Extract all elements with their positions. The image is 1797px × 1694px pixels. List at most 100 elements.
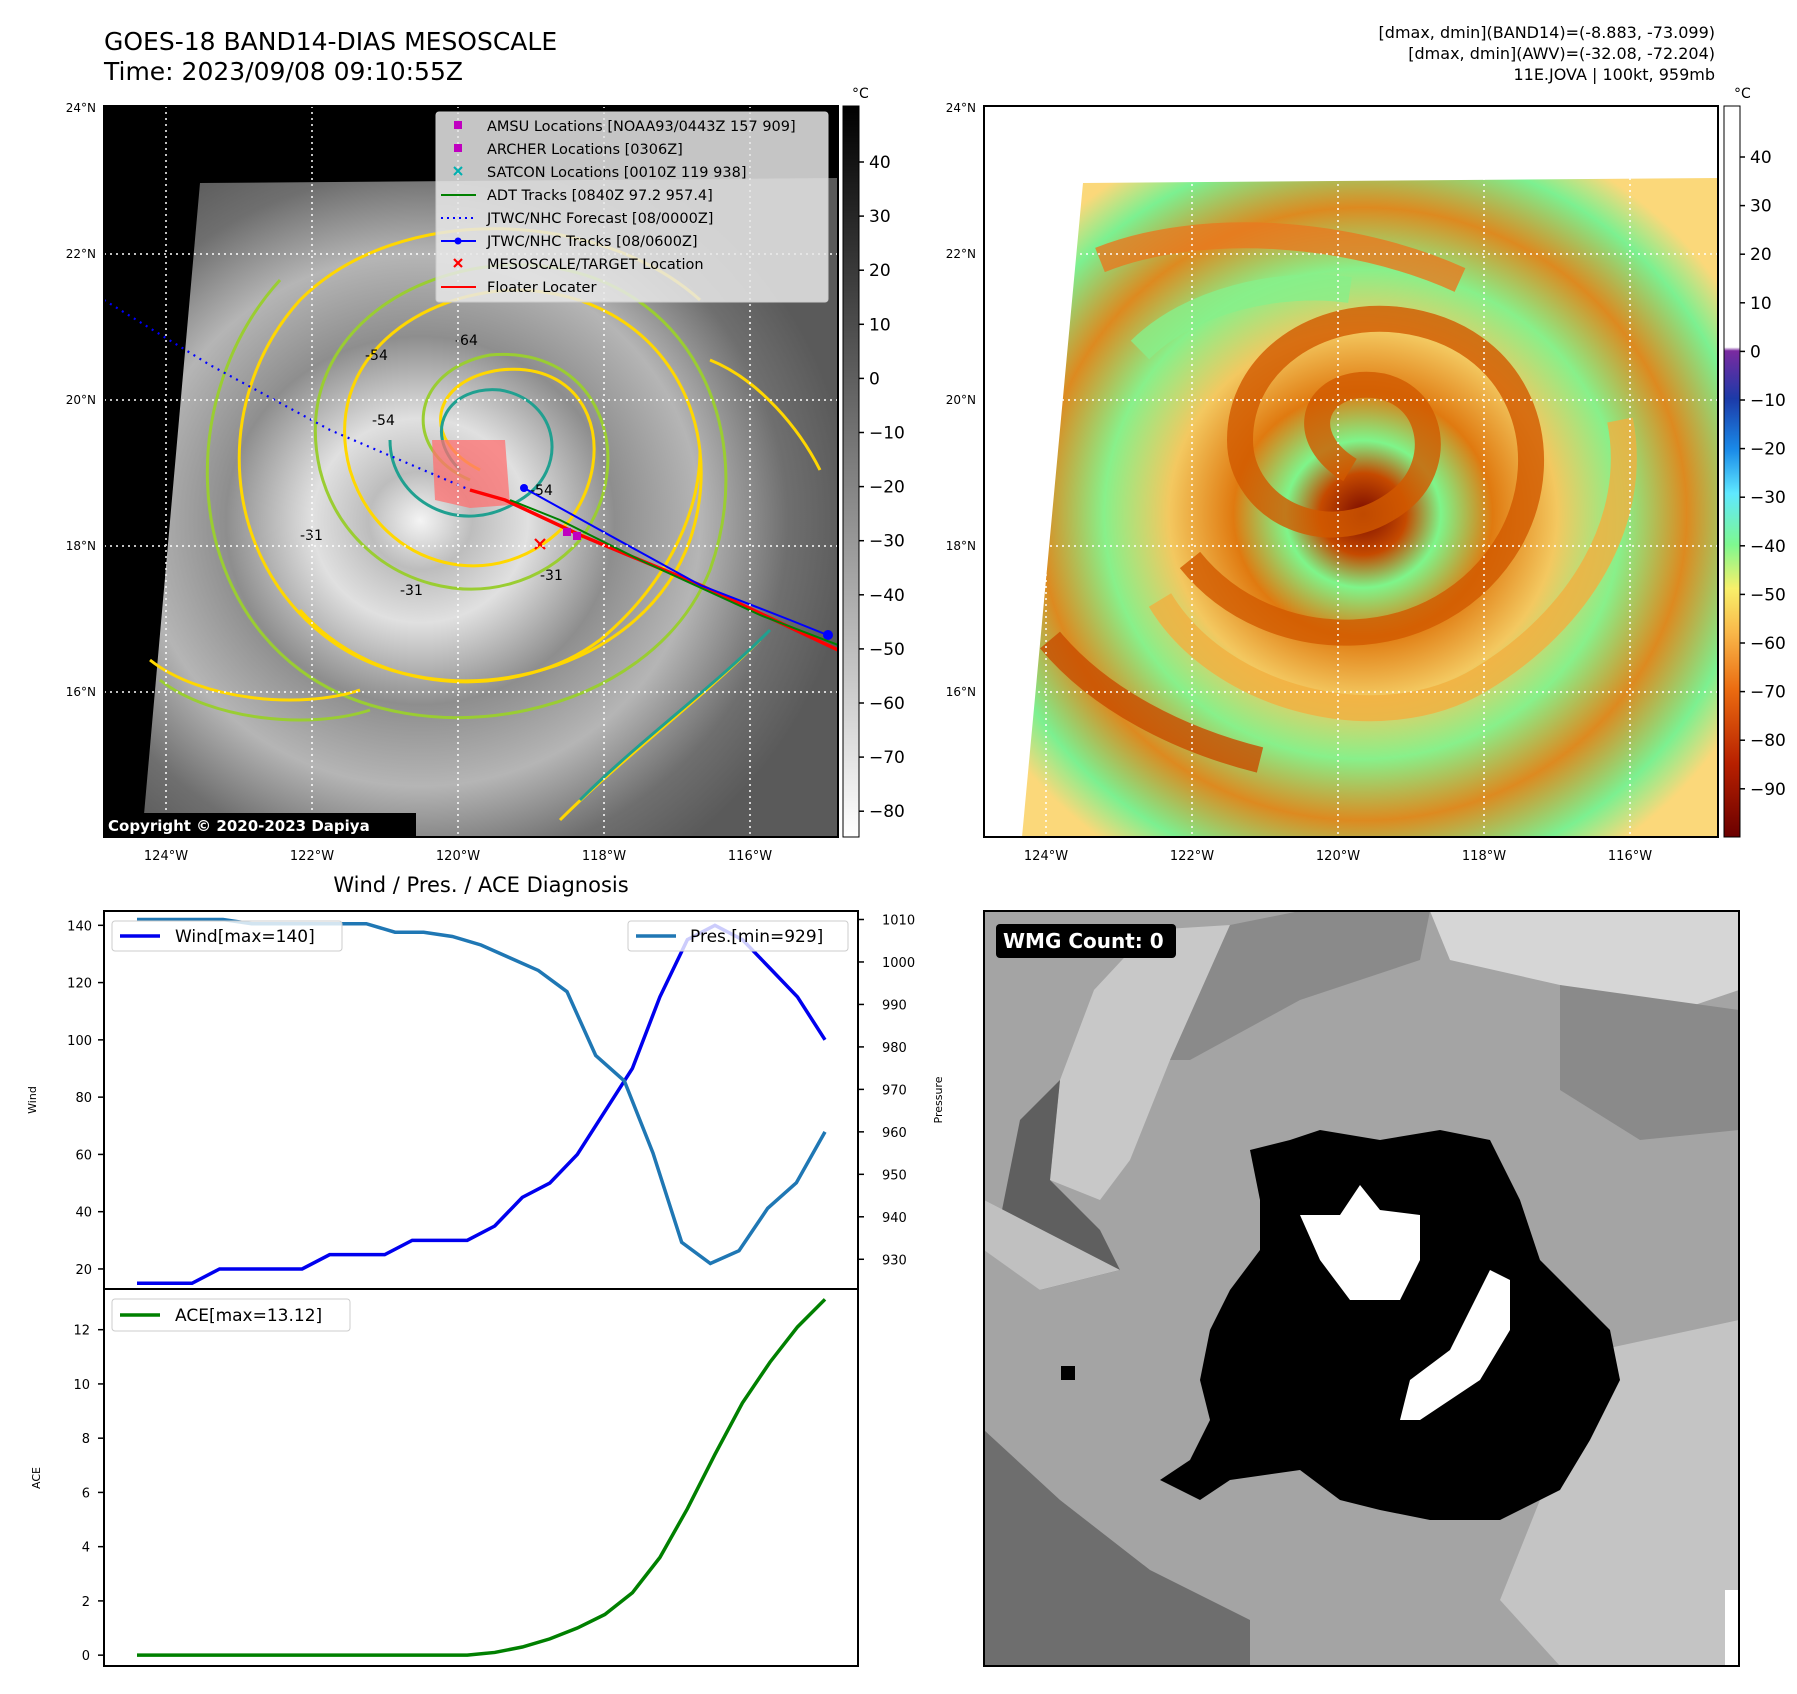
wv-colorbar-tick-label: 30 — [1750, 197, 1772, 217]
pressure-tick-label: 960 — [882, 1126, 907, 1141]
ir-map-frame — [103, 105, 839, 838]
wmg-count-label: WMG Count: 0 — [1003, 929, 1164, 953]
pressure-axis-label: Pressure — [932, 1076, 945, 1123]
legend-label: ARCHER Locations [0306Z] — [487, 142, 683, 158]
ir-lon-tick: 120°W — [436, 849, 480, 864]
wv-colorbar-tick-label: −90 — [1750, 780, 1786, 800]
pressure-tick-label: 990 — [882, 998, 907, 1013]
wind-tick-label: 40 — [75, 1206, 92, 1221]
contour-label-2: -54 — [372, 413, 395, 429]
legend-label: SATCON Locations [0010Z 119 938] — [487, 165, 746, 181]
archer-marker — [573, 532, 581, 540]
wind-legend: Wind[max=140] — [111, 920, 343, 952]
ir-colorbar-tick-label: −20 — [869, 478, 905, 498]
ir-colorbar-unit: °C — [852, 86, 869, 102]
wv-lon-tick: 122°W — [1170, 849, 1214, 864]
pressure-y-axis: 930 940 950 960 970 980 990 1000 1010 — [858, 913, 915, 1268]
contour-label-6: -31 — [300, 528, 323, 544]
wv-colorbar-tick-label: −30 — [1750, 488, 1786, 508]
wv-map-panel: 24°N 22°N 20°N 18°N 16°N 124°W 122°W 120… — [946, 86, 1786, 864]
ir-colorbar-tick-label: 10 — [869, 315, 891, 335]
wv-lat-tick: 22°N — [946, 247, 976, 261]
wind-tick-label: 80 — [75, 1091, 92, 1106]
ir-lon-tick: 122°W — [290, 849, 334, 864]
wind-pressure-chart: Wind / Pres. / ACE Diagnosis 20 40 60 80 100… — [26, 873, 945, 1290]
ir-legend: AMSU Locations [NOAA93/0443Z 157 909] AR… — [435, 111, 829, 303]
wind-axis-label: Wind — [26, 1086, 39, 1114]
floater-region — [432, 440, 510, 508]
wv-colorbar-tick-label: −60 — [1750, 634, 1786, 654]
wind-tick-label: 140 — [67, 919, 92, 934]
ace-plot-frame — [103, 1288, 859, 1667]
ir-colorbar-tick-label: −40 — [869, 586, 905, 606]
wv-colorbar-tick-label: −50 — [1750, 585, 1786, 605]
nhc-track-point — [823, 630, 833, 640]
wv-colorbar-tick-label: −70 — [1750, 683, 1786, 703]
wind-legend-label: Wind[max=140] — [175, 927, 315, 947]
figure-title: GOES-18 BAND14-DIAS MESOSCALE — [104, 27, 557, 56]
wmg-panel: WMG Count: 0 — [983, 910, 1740, 1667]
ace-tick-label: 6 — [82, 1486, 90, 1501]
legend-marker-tracks-dot — [454, 237, 462, 245]
ir-colorbar-tick-label: −80 — [869, 802, 905, 822]
wv-lat-tick: 24°N — [946, 101, 976, 115]
wind-y-axis: 20 40 60 80 100 120 140 — [67, 919, 104, 1278]
pressure-tick-label: 1010 — [882, 913, 915, 928]
ir-colorbar-tick-label: −70 — [869, 748, 905, 768]
wmg-count-box — [996, 924, 1176, 958]
pressure-tick-label: 1000 — [882, 956, 915, 971]
ir-colorbar-tick-label: 40 — [869, 153, 891, 173]
ace-tick-label: 10 — [73, 1378, 90, 1393]
wv-colorbar-ticks: 40 30 20 10 0 −10 −20 −30 −40 −50 −60 −70 −80 −90 — [1740, 148, 1786, 800]
wv-spiral-bands — [1040, 222, 1637, 773]
wv-colorbar-tick-label: 0 — [1750, 342, 1761, 362]
legend-marker-amsu — [454, 121, 462, 129]
wmg-image — [984, 911, 1739, 1666]
ace-tick-label: 8 — [82, 1432, 90, 1447]
wv-colorbar-unit: °C — [1734, 86, 1751, 102]
ir-colorbar-tick-label: −30 — [869, 532, 905, 552]
wmg-frame — [983, 910, 1740, 1667]
contour-label-1: -64 — [455, 333, 478, 349]
ace-tick-label: 2 — [82, 1595, 90, 1610]
ir-colorbar-tick-label: −50 — [869, 640, 905, 660]
wind-tick-label: 60 — [75, 1148, 92, 1163]
target-marker — [534, 538, 546, 550]
legend-label: JTWC/NHC Tracks [08/0600Z] — [486, 234, 698, 250]
legend-label: AMSU Locations [NOAA93/0443Z 157 909] — [487, 119, 796, 135]
ir-lat-tick: 18°N — [66, 539, 96, 553]
wv-lon-tick: 118°W — [1462, 849, 1506, 864]
nhc-track-point — [520, 484, 528, 492]
ir-colorbar-tick-label: 0 — [869, 369, 880, 389]
ace-axis-label: ACE — [30, 1467, 43, 1489]
info-line-3: 11E.JOVA | 100kt, 959mb — [1513, 65, 1715, 84]
wind-tick-label: 20 — [75, 1263, 92, 1278]
wv-gridlines — [984, 106, 1718, 837]
wv-lon-tick: 116°W — [1608, 849, 1652, 864]
pressure-tick-label: 950 — [882, 1168, 907, 1183]
ir-colorbar-ticks: 40 30 20 10 0 −10 −20 −30 −40 −50 −60 −70 −80 — [859, 153, 905, 822]
ace-legend: ACE[max=13.12] — [111, 1298, 351, 1332]
ir-lat-tick: 20°N — [66, 393, 96, 407]
ir-colorbar-tick-label: 20 — [869, 261, 891, 281]
diagnosis-title: Wind / Pres. / ACE Diagnosis — [333, 873, 628, 897]
wind-tick-label: 100 — [67, 1034, 92, 1049]
ace-series-line — [137, 1298, 827, 1657]
wv-map-frame — [983, 105, 1719, 838]
wv-lat-tick: 16°N — [946, 685, 976, 699]
ir-lon-tick: 116°W — [728, 849, 772, 864]
legend-label: JTWC/NHC Forecast [08/0000Z] — [486, 211, 713, 227]
ace-tick-label: 12 — [73, 1324, 90, 1339]
ir-colorbar — [842, 105, 860, 838]
legend-label: ADT Tracks [0840Z 97.2 957.4] — [487, 188, 713, 204]
wind-tick-label: 120 — [67, 977, 92, 992]
ir-satellite-image — [142, 178, 838, 837]
ir-colorbar-tick-label: 30 — [869, 207, 891, 227]
ir-colorbar-tick-label: −60 — [869, 694, 905, 714]
figure-time: Time: 2023/09/08 09:10:55Z — [103, 57, 463, 86]
legend-marker-satcon — [453, 166, 463, 176]
pressure-legend: Pres.[min=929] — [627, 920, 849, 952]
legend-label: MESOSCALE/TARGET Location — [487, 257, 704, 273]
legend-marker-archer — [454, 144, 462, 152]
ir-colorbar-tick-label: −10 — [869, 424, 905, 444]
